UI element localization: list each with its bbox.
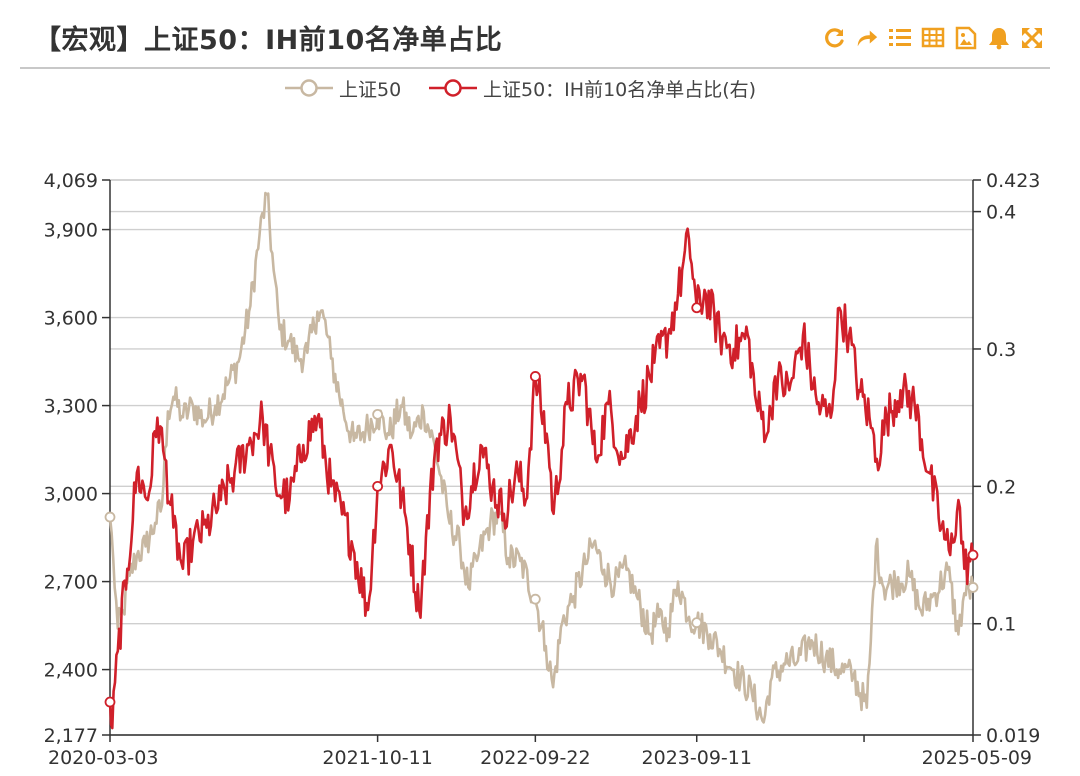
chart-legend: 上证50 上证50：IH前10名净单占比(右) (0, 72, 1080, 104)
series-1-point-35 (529, 371, 541, 382)
list-icon[interactable] (888, 24, 912, 52)
x-tick-label-4: 2025-05-09 (922, 747, 1032, 769)
y-right-tick-label-5: 0.019 (986, 725, 1040, 747)
y-right-tick-label-3: 0.2 (986, 476, 1016, 498)
y-left-tick-label-0: 4,069 (44, 170, 98, 192)
y-left-tick-label-3: 3,300 (44, 396, 98, 418)
chart-toolbar (822, 24, 1044, 54)
y-left-tick-label-7: 2,177 (44, 725, 98, 747)
series-0-point-85 (967, 582, 979, 593)
header-divider (20, 67, 1050, 69)
fullscreen-icon[interactable] (1020, 24, 1044, 52)
chart-header: 【宏观】上证50：IH前10名净单占比 (0, 0, 1080, 69)
x-tick-label-0: 2020-03-03 (48, 747, 158, 769)
y-right-tick-label-2: 0.3 (986, 339, 1016, 361)
y-left-tick-label-4: 3,000 (44, 484, 98, 506)
table-icon[interactable] (921, 24, 945, 52)
series-line-0 (108, 191, 975, 724)
bell-icon[interactable] (987, 24, 1011, 52)
legend-label-ih-ratio: 上证50：IH前10名净单占比(右) (483, 78, 757, 101)
series-0-point-0 (104, 511, 116, 523)
series-1-point-0 (104, 696, 116, 708)
legend-marker-sse50 (285, 79, 333, 97)
y-right-tick-label-0: 0.423 (986, 170, 1040, 192)
legend-marker-ih-ratio (429, 79, 477, 97)
legend-item-sse50[interactable]: 上证50 (285, 72, 401, 104)
series-1-point-48 (691, 302, 703, 314)
y-right-tick-label-4: 0.1 (986, 614, 1016, 636)
legend-item-ih-ratio[interactable]: 上证50：IH前10名净单占比(右) (429, 72, 756, 104)
series-0-point-31 (372, 408, 384, 420)
series-1-point-73 (967, 549, 979, 561)
x-tick-label-3: 2023-09-11 (642, 747, 752, 769)
legend-label-sse50: 上证50 (339, 78, 402, 101)
series-line-1 (108, 227, 975, 730)
y-left-tick-label-5: 2,700 (44, 572, 98, 594)
y-right-tick-label-1: 0.4 (986, 202, 1016, 224)
y-left-tick-label-6: 2,400 (44, 660, 98, 682)
share-icon[interactable] (855, 24, 879, 52)
series-0-point-45 (529, 593, 541, 605)
refresh-icon[interactable] (822, 24, 846, 52)
series-1-point-23 (372, 480, 384, 492)
image-icon[interactable] (954, 24, 978, 52)
x-tick-label-1: 2021-10-11 (322, 747, 432, 769)
x-tick-label-2: 2022-09-22 (480, 747, 590, 769)
y-left-tick-label-1: 3,900 (44, 220, 98, 242)
series-0-point-61 (691, 617, 703, 629)
y-left-tick-label-2: 3,600 (44, 308, 98, 330)
page-title: 【宏观】上证50：IH前10名净单占比 (34, 25, 503, 56)
